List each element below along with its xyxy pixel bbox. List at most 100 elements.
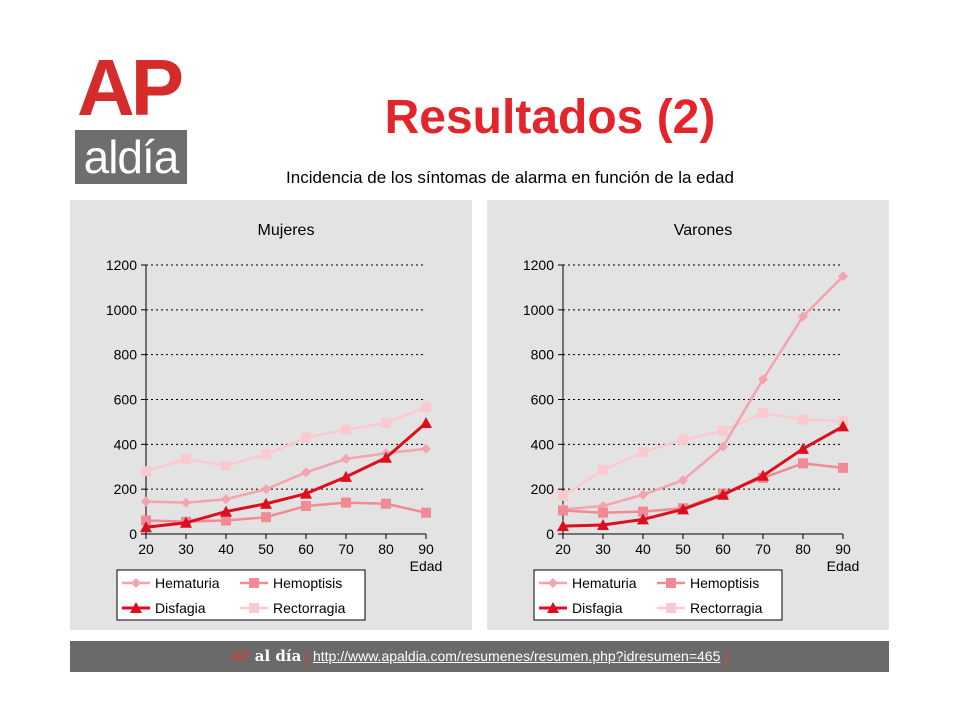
data-point-hematuria [421,443,431,454]
legend-marker-rectorragia [666,603,676,613]
series-line-rectorragia [562,411,844,497]
chart-legend: Hematuria Hemoptisis Disfagia Rectorragia [116,569,366,621]
x-tick-label: 30 [595,541,611,557]
data-point-hemoptisis [798,458,808,469]
series-line-disfagia [562,425,844,528]
data-point-hemoptisis [421,507,431,518]
footer-bracket-close: ] [724,648,729,664]
data-point-rectorragia [301,432,311,443]
y-tick-label: 1000 [106,302,137,318]
data-point-rectorragia [558,490,568,501]
x-tick-label: 80 [378,541,394,557]
y-tick-label: 200 [114,481,138,497]
x-tick-label: 60 [298,541,314,557]
data-point-rectorragia [341,424,351,435]
chart-mujeres: Mujeres 0 200 400 600 800 1000 1200 20 30 40 50 60 70… [106,222,442,621]
y-tick-label: 1200 [106,257,137,273]
data-point-rectorragia [221,460,231,471]
data-point-hemoptisis [221,515,231,526]
x-tick-label: 30 [178,541,194,557]
x-tick-label: 90 [835,541,851,557]
data-point-hemoptisis [638,506,648,517]
legend-marker-hematuria [548,578,558,588]
legend-box [533,569,783,621]
legend-item-hemoptisis: Hemoptisis [657,575,759,591]
x-axis-label: Edad [827,558,860,574]
data-point-disfagia [717,488,729,500]
data-point-disfagia [220,505,232,517]
data-point-disfagia [637,513,649,525]
chart-varones: Varones 0 200 400 600 800 1000 1200 20 30 40 50 60 70… [523,222,860,621]
chart-legend: Hematuria Hemoptisis Disfagia Rectorragia [533,569,783,621]
data-point-hematuria [221,494,231,505]
legend-marker-disfagia [547,602,559,613]
chart-panel-varones: Varones 0 200 400 600 800 1000 1200 20 30 40 50 60 70… [487,200,889,630]
data-point-hematuria [638,489,648,500]
legend-item-rectorragia: Rectorragia [240,600,346,616]
legend-label: Hematuria [572,575,637,591]
y-tick-label: 1000 [523,302,554,318]
footer-bracket-open: [ [305,648,310,664]
legend-label: Rectorragia [273,600,346,616]
legend-marker-hemoptisis [249,578,259,588]
data-point-rectorragia [181,453,191,464]
x-tick-label: 90 [418,541,434,557]
y-tick-label: 200 [531,481,555,497]
series-line-hematuria [145,447,427,504]
data-point-disfagia [140,521,152,533]
series-hematuria [558,271,848,515]
legend-label: Hemoptisis [690,575,759,591]
data-point-disfagia [180,516,192,528]
y-tick-label: 1200 [523,257,554,273]
x-tick-label: 60 [715,541,731,557]
data-point-hematuria [798,311,808,322]
x-tick-label: 50 [258,541,274,557]
legend-label: Disfagia [572,600,623,616]
data-point-rectorragia [638,447,648,458]
page-subtitle: Incidencia de los síntomas de alarma en … [286,168,734,187]
logo-aldia-text: aldía [75,130,187,184]
data-point-rectorragia [678,434,688,445]
x-tick-label: 40 [635,541,651,557]
footer-bar: AP al día [ http://www.apaldia.com/resum… [70,641,889,672]
legend-item-disfagia: Disfagia [539,600,623,616]
logo-ap-text: AP [77,43,184,132]
x-tick-label: 40 [218,541,234,557]
series-line-rectorragia [145,406,427,473]
footer-brand-ap: AP [230,648,251,665]
y-tick-label: 800 [531,347,555,363]
data-point-hemoptisis [838,462,848,473]
y-tick-label: 0 [129,526,137,542]
data-point-disfagia [380,451,392,463]
data-point-hematuria [718,441,728,452]
data-point-hematuria [141,496,151,507]
legend-label: Rectorragia [690,600,763,616]
x-tick-label: 80 [795,541,811,557]
series-disfagia [140,417,432,533]
series-line-disfagia [145,421,427,529]
x-tick-label: 70 [338,541,354,557]
data-point-disfagia [557,520,569,532]
footer-link[interactable]: http://www.apaldia.com/resumenes/resumen… [312,648,721,664]
x-tick-label: 20 [555,541,571,557]
legend-marker-disfagia [130,602,142,613]
legend-box [116,569,366,621]
y-tick-label: 600 [114,392,138,408]
data-point-hemoptisis [141,515,151,526]
legend-item-hematuria: Hematuria [122,575,220,591]
legend-label: Disfagia [155,600,206,616]
legend-item-disfagia: Disfagia [122,600,206,616]
data-point-hematuria [181,497,191,508]
series-hematuria [141,443,431,508]
series-disfagia [557,420,849,532]
legend-item-rectorragia: Rectorragia [657,600,763,616]
legend-marker-hematuria [131,578,141,588]
data-point-hemoptisis [261,512,271,523]
data-point-hemoptisis [341,497,351,508]
x-tick-label: 50 [675,541,691,557]
chart-title: Mujeres [258,222,315,239]
data-point-hematuria [261,484,271,495]
data-point-disfagia [340,470,352,482]
series-rectorragia [141,402,431,477]
chart-panel-mujeres: Mujeres 0 200 400 600 800 1000 1200 20 30 40 50 60 70… [70,200,472,630]
